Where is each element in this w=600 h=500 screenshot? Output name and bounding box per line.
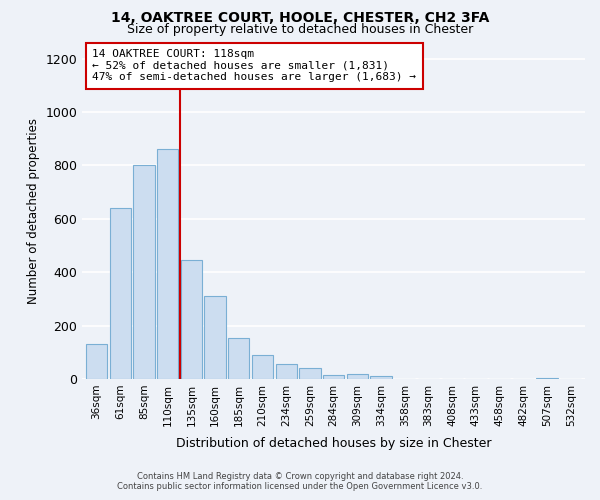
Bar — [347, 374, 368, 379]
Bar — [370, 376, 392, 379]
Text: 14, OAKTREE COURT, HOOLE, CHESTER, CH2 3FA: 14, OAKTREE COURT, HOOLE, CHESTER, CH2 3… — [111, 11, 489, 25]
Text: 14 OAKTREE COURT: 118sqm
← 52% of detached houses are smaller (1,831)
47% of sem: 14 OAKTREE COURT: 118sqm ← 52% of detach… — [92, 49, 416, 82]
Bar — [536, 378, 558, 379]
Bar — [110, 208, 131, 379]
Bar — [86, 344, 107, 379]
Bar — [228, 338, 250, 379]
Y-axis label: Number of detached properties: Number of detached properties — [27, 118, 40, 304]
Bar — [275, 364, 297, 379]
Bar — [205, 296, 226, 379]
Bar — [157, 150, 178, 379]
Bar — [252, 355, 273, 379]
Bar — [133, 166, 155, 379]
Bar — [299, 368, 320, 379]
X-axis label: Distribution of detached houses by size in Chester: Distribution of detached houses by size … — [176, 437, 491, 450]
Bar — [323, 375, 344, 379]
Text: Size of property relative to detached houses in Chester: Size of property relative to detached ho… — [127, 22, 473, 36]
Text: Contains HM Land Registry data © Crown copyright and database right 2024.
Contai: Contains HM Land Registry data © Crown c… — [118, 472, 482, 491]
Bar — [181, 260, 202, 379]
